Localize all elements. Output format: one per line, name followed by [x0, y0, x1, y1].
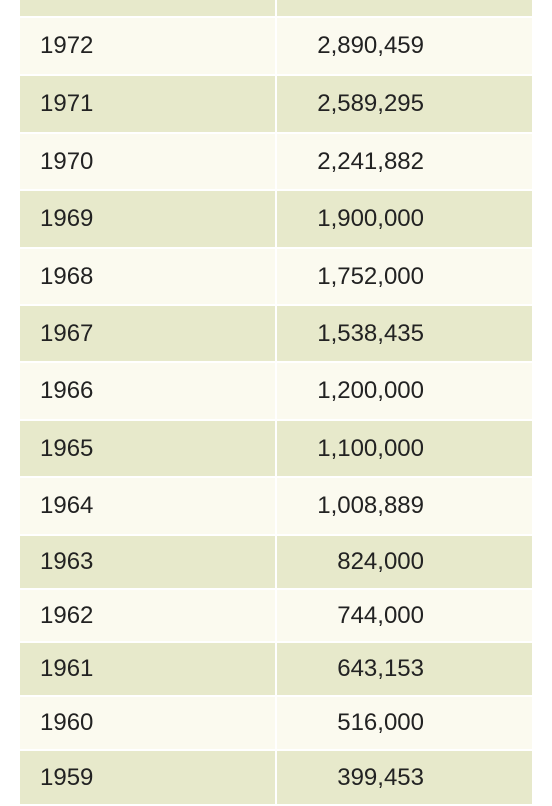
- table-row: 1972 2,890,459: [20, 18, 532, 76]
- value-cell: 824,000: [337, 548, 424, 575]
- table-row: 1970 2,241,882: [20, 134, 532, 191]
- value-cell: 744,000: [337, 601, 424, 629]
- column-divider: [275, 536, 277, 588]
- year-cell: 1961: [40, 655, 94, 682]
- table-row: 1967 1,538,435: [20, 306, 532, 363]
- value-cell: 1,100,000: [317, 434, 424, 462]
- value-cell: 1,752,000: [317, 262, 424, 290]
- table-row: 1960 516,000: [20, 697, 532, 751]
- column-divider: [275, 751, 277, 804]
- year-cell: 1970: [40, 147, 94, 175]
- year-cell: 1972: [40, 32, 94, 59]
- table-row: 1969 1,900,000: [20, 191, 532, 249]
- column-divider: [275, 134, 277, 189]
- value-cell: 2,890,459: [317, 32, 424, 59]
- table-row: 1965 1,100,000: [20, 421, 532, 478]
- value-cell: 1,900,000: [317, 205, 424, 232]
- value-cell: 1,008,889: [317, 492, 424, 519]
- column-divider: [275, 421, 277, 476]
- year-cell: 1971: [40, 90, 94, 117]
- column-divider: [275, 697, 277, 749]
- table-row: 1962 744,000: [20, 590, 532, 643]
- value-cell: 399,453: [337, 763, 424, 791]
- table-row: 1968 1,752,000: [20, 249, 532, 306]
- value-cell: 516,000: [337, 709, 424, 736]
- table-row: 1971 2,589,295: [20, 76, 532, 134]
- value-cell: 2,241,882: [317, 147, 424, 175]
- table-row: 1966 1,200,000: [20, 363, 532, 421]
- column-divider: [275, 18, 277, 74]
- value-cell: 643,153: [337, 655, 424, 682]
- table-row: 1964 1,008,889: [20, 478, 532, 536]
- cut-off-row: [20, 0, 532, 18]
- column-divider: [275, 191, 277, 247]
- value-cell: 2,589,295: [317, 90, 424, 117]
- year-cell: 1962: [40, 601, 94, 629]
- column-divider: [275, 643, 277, 695]
- year-cell: 1965: [40, 434, 94, 462]
- year-cell: 1963: [40, 548, 94, 575]
- column-divider: [275, 249, 277, 304]
- year-cell: 1959: [40, 763, 94, 791]
- year-cell: 1968: [40, 262, 94, 290]
- column-divider: [275, 478, 277, 534]
- table-row: 1963 824,000: [20, 536, 532, 590]
- column-divider: [275, 0, 277, 16]
- column-divider: [275, 363, 277, 419]
- value-cell: 1,200,000: [317, 377, 424, 404]
- year-cell: 1969: [40, 205, 94, 232]
- value-cell: 1,538,435: [317, 319, 424, 347]
- column-divider: [275, 76, 277, 132]
- data-table: 1972 2,890,459 1971 2,589,295 1970 2,241,882 1…: [20, 0, 532, 806]
- year-cell: 1964: [40, 492, 94, 519]
- column-divider: [275, 590, 277, 641]
- year-cell: 1960: [40, 709, 94, 736]
- column-divider: [275, 306, 277, 361]
- table-row: 1959 399,453: [20, 751, 532, 806]
- table-row: 1961 643,153: [20, 643, 532, 697]
- year-cell: 1967: [40, 319, 94, 347]
- year-cell: 1966: [40, 377, 94, 404]
